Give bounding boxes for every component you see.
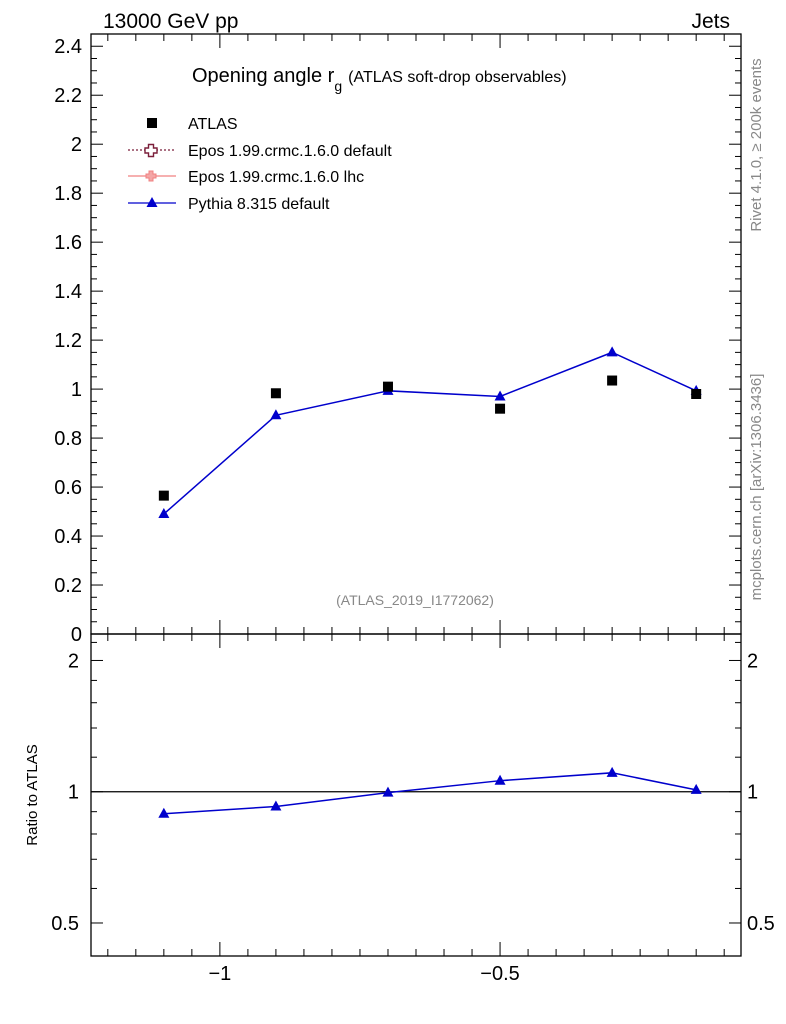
legend-label-atlas: ATLAS [188, 116, 238, 133]
side-label-mcplots: mcplots.cern.ch [arXiv:1306.3436] [748, 374, 765, 601]
atlas-point [495, 403, 506, 414]
ratio-axes: −1 −0.5 0.5 0.5 1 1 2 2 [51, 634, 775, 985]
legend-marker-epos-lhc [145, 170, 157, 182]
ratio-xtick-label: −0.5 [480, 963, 519, 985]
analysis-watermark: (ATLAS_2019_I1772062) [336, 592, 494, 608]
legend-label-pythia: Pythia 8.315 default [188, 196, 330, 213]
ratio-pythia-point [690, 783, 702, 794]
ratio-ytick-label-right: 0.5 [747, 913, 775, 935]
main-ytick-label: 1.6 [54, 232, 82, 254]
pythia-point [606, 346, 618, 357]
pythia-point [270, 409, 282, 420]
chart-title-suffix: (ATLAS soft-drop observables) [348, 69, 566, 86]
ratio-ytick-label-left: 1 [68, 782, 79, 804]
ratio-ylabel: Ratio to ATLAS [24, 744, 41, 845]
header-left-label: 13000 GeV pp [103, 10, 238, 33]
atlas-point [691, 389, 702, 399]
ratio-data [158, 766, 702, 818]
ratio-panel-frame [90, 633, 742, 957]
main-ytick-label: 2.2 [54, 85, 82, 107]
main-ytick-label: 0.4 [54, 526, 82, 548]
main-ytick-label: 1 [71, 379, 82, 401]
main-axes: 0 0.2 0.4 0.6 0.8 1 1.2 1.4 1.6 1.8 2 2.2 2.4 [54, 33, 741, 646]
legend-label-epos-default: Epos 1.99.crmc.1.6.0 default [188, 143, 392, 160]
main-ytick-label: 1.4 [54, 281, 82, 303]
ratio-xtick-label: −1 [208, 963, 231, 985]
main-ytick-label: 1.8 [54, 183, 82, 205]
atlas-point [270, 388, 281, 399]
legend-label-epos-lhc: Epos 1.99.crmc.1.6.0 lhc [188, 169, 364, 186]
main-ytick-label: 1.2 [54, 330, 82, 352]
header-right-label: Jets [691, 10, 730, 33]
ratio-pythia-point [382, 786, 394, 797]
ratio-pythia-line [163, 772, 697, 815]
legend: ATLAS Epos 1.99.crmc.1.6.0 default Epos … [128, 116, 392, 213]
chart-title-sub: g [334, 78, 342, 94]
atlas-point [158, 490, 169, 501]
ratio-ytick-label-right: 1 [747, 782, 758, 804]
ratio-pythia-point [494, 774, 506, 785]
ratio-ytick-label-right: 2 [747, 650, 758, 672]
atlas-point [607, 375, 618, 386]
atlas-point [382, 381, 393, 392]
pythia-point [494, 390, 506, 401]
legend-marker-atlas [147, 118, 157, 128]
ratio-pythia-point [606, 766, 618, 777]
main-ytick-label: 0.6 [54, 477, 82, 499]
ratio-pythia-point [270, 800, 282, 811]
pythia-line [163, 351, 697, 515]
ratio-pythia-point [158, 807, 170, 818]
main-ytick-label: 2.4 [54, 36, 82, 58]
main-ytick-label: 0.2 [54, 575, 82, 597]
chart-title-main: Opening angle r [192, 65, 335, 87]
main-data [158, 346, 702, 518]
side-label-rivet: Rivet 4.1.0, ≥ 200k events [748, 58, 765, 231]
chart-title: Opening angle rg (ATLAS soft-drop observa… [192, 65, 567, 94]
main-ytick-label: 2 [71, 134, 82, 156]
pythia-point [158, 508, 170, 518]
ratio-ytick-label-left: 2 [68, 650, 79, 672]
ratio-ytick-label-left: 0.5 [51, 913, 79, 935]
main-ytick-label: 0.8 [54, 428, 82, 450]
legend-marker-pythia [146, 197, 158, 207]
legend-marker-epos-default [144, 143, 158, 158]
main-ytick-label: 0 [71, 624, 82, 646]
